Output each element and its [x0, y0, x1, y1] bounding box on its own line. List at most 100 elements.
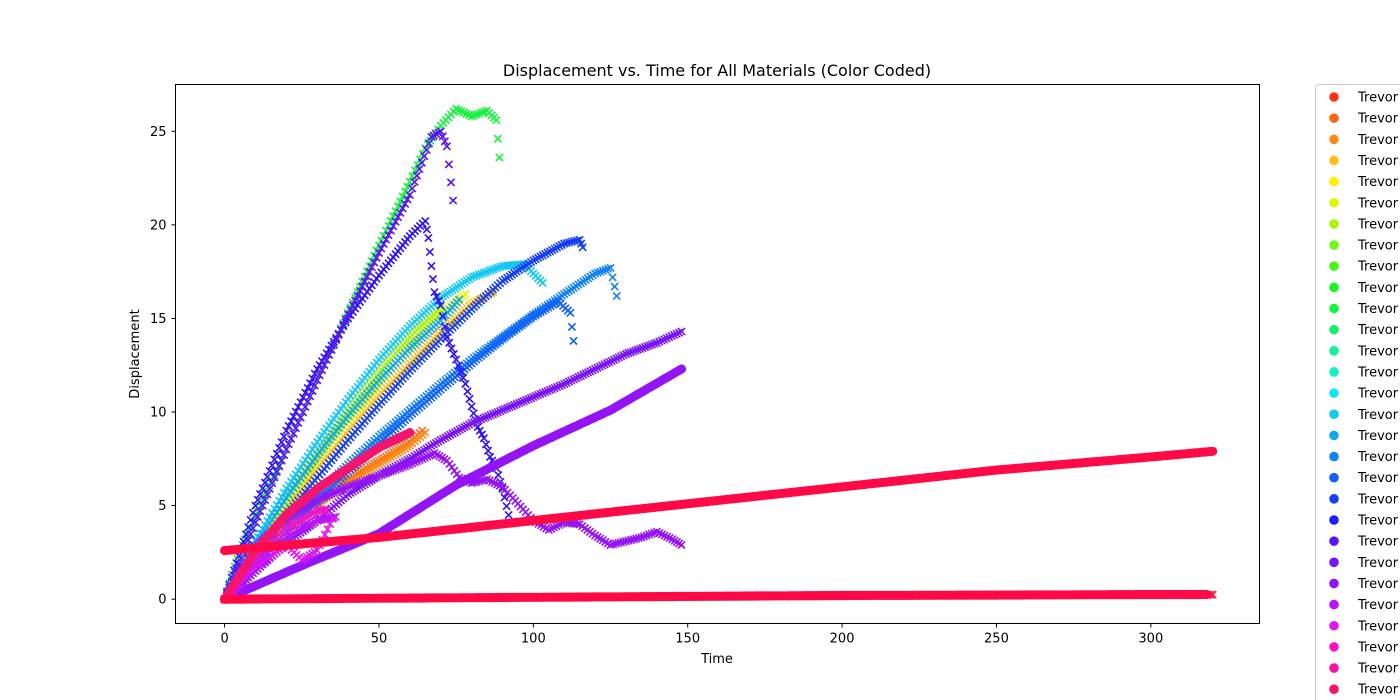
data-point: [493, 134, 502, 143]
data-point: [296, 413, 305, 422]
data-point: [320, 360, 329, 370]
data-point: [445, 338, 454, 347]
data-point: [391, 217, 400, 226]
data-point: [348, 481, 357, 490]
data-point: [476, 269, 486, 278]
data-point: [329, 340, 338, 350]
series-20: [220, 428, 415, 604]
legend-marker: [1329, 261, 1339, 272]
data-point: [519, 396, 528, 406]
data-point: [417, 158, 426, 167]
data-point: [467, 273, 476, 282]
legend-marker: [1329, 663, 1339, 673]
legend-marker: [1329, 134, 1339, 145]
data-point: [384, 230, 393, 240]
legend-label: Trevor: [1357, 492, 1399, 507]
legend-label: Trevor: [1357, 239, 1399, 254]
data-point: [372, 472, 381, 481]
data-point: [531, 391, 540, 401]
data-point: [465, 394, 474, 404]
data-point: [398, 462, 407, 472]
data-point: [327, 489, 336, 499]
data-point: [436, 127, 445, 136]
data-point: [421, 216, 430, 226]
data-point: [275, 443, 284, 453]
data-point: [286, 477, 296, 486]
data-point: [601, 265, 610, 274]
legend-label: Trevor: [1357, 619, 1399, 634]
data-point: [282, 426, 291, 435]
legend-marker: [1329, 557, 1339, 568]
data-point: [479, 414, 488, 423]
data-point: [396, 197, 405, 206]
data-point: [396, 463, 405, 473]
data-point: [581, 369, 590, 378]
data-point: [596, 267, 605, 276]
data-point: [284, 421, 293, 431]
data-point: [448, 196, 458, 205]
data-point: [341, 483, 350, 493]
data-point: [628, 347, 638, 356]
data-point: [346, 481, 355, 491]
data-point: [253, 512, 262, 521]
legend-label: Trevor: [1357, 683, 1399, 698]
data-point: [669, 330, 679, 340]
data-point: [325, 519, 335, 529]
data-point: [239, 537, 248, 546]
data-point: [386, 226, 395, 235]
data-point: [495, 407, 505, 416]
data-point: [569, 336, 578, 346]
data-point: [612, 354, 621, 363]
data-point: [381, 235, 391, 244]
data-point: [339, 320, 348, 329]
data-point: [256, 507, 265, 516]
legend-label: Trevor: [1357, 323, 1399, 338]
data-point: [480, 107, 489, 116]
data-point: [578, 243, 587, 252]
data-point: [463, 387, 472, 396]
data-point: [267, 461, 277, 470]
data-point: [374, 248, 384, 258]
data-point: [310, 441, 319, 450]
x-tick-label: 100: [521, 632, 546, 647]
data-point: [609, 355, 619, 364]
data-point: [662, 334, 671, 343]
legend-marker: [1329, 388, 1339, 398]
legend-label: Trevor: [1357, 365, 1399, 380]
y-tick-label: 0: [158, 593, 166, 608]
data-point: [543, 248, 552, 257]
data-point: [505, 402, 514, 412]
data-point: [484, 267, 493, 276]
data-point: [621, 349, 631, 359]
data-point: [408, 459, 417, 468]
data-point: [408, 184, 417, 193]
data-point: [517, 397, 526, 407]
data-point: [470, 111, 479, 120]
data-point: [440, 322, 449, 331]
data-point: [324, 350, 334, 360]
data-point: [365, 267, 374, 277]
legend-label: Trevor: [1357, 662, 1399, 677]
data-point: [533, 390, 543, 400]
data-point: [427, 261, 436, 271]
data-point: [612, 291, 621, 301]
data-point: [389, 222, 398, 231]
data-point: [524, 394, 533, 404]
data-point: [410, 458, 419, 467]
data-point: [481, 413, 490, 422]
data-point: [538, 278, 547, 288]
data-point: [284, 481, 293, 490]
data-point: [396, 208, 405, 217]
data-point: [303, 383, 312, 393]
data-point: [313, 376, 322, 385]
data-point: [588, 365, 597, 375]
legend-marker: [1329, 515, 1339, 525]
series-21: [220, 446, 1218, 556]
data-point: [469, 272, 479, 281]
data-point: [398, 204, 407, 213]
data-point: [522, 395, 531, 405]
data-point: [303, 521, 312, 530]
data-point: [674, 328, 684, 337]
data-point: [320, 530, 330, 539]
data-point: [386, 467, 395, 476]
